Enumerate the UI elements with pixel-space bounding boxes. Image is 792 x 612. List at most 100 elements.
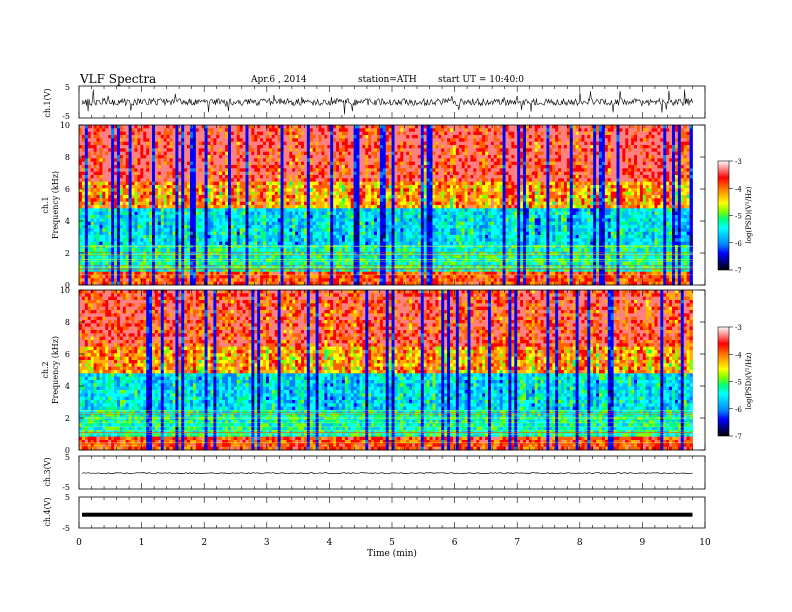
spectrogram-cell [610, 178, 614, 183]
spectrogram-cell [125, 131, 130, 136]
spectrogram-cell [636, 175, 641, 179]
spectrogram-cell [321, 131, 325, 136]
spectrogram-cell [502, 125, 506, 129]
spectrogram-cell [423, 158, 428, 163]
spectrogram-cell [388, 155, 392, 159]
spectrogram-cell [303, 161, 308, 166]
spectrogram-cell [683, 128, 688, 133]
spectrogram-cell [324, 201, 328, 206]
spectrogram-cell [441, 181, 445, 186]
spectrogram-cell [298, 181, 302, 186]
spectrogram-cell [441, 191, 445, 196]
spectrogram-cell [467, 198, 471, 203]
spectrogram-cell [324, 141, 328, 146]
spectrogram-cell [689, 141, 693, 146]
spectrogram-cell [265, 148, 270, 153]
spectrogram-cell [245, 175, 249, 179]
spectrogram-cell [114, 151, 118, 156]
spectrogram-cell [347, 165, 352, 169]
spectrogram-cell [283, 151, 287, 156]
spectrogram-cell [339, 175, 343, 179]
spectrogram-cell [444, 165, 448, 169]
spectrogram-cell [152, 161, 156, 166]
spectrogram-cell [376, 151, 381, 156]
spectrogram-cell [257, 175, 261, 179]
spectrogram-cell [204, 138, 208, 143]
spectrogram-cell [461, 161, 466, 166]
spectrogram-cell [303, 188, 308, 193]
spectrogram-cell [505, 131, 509, 136]
spectrogram-cell [663, 188, 667, 193]
spectrogram-cell [628, 158, 632, 163]
spectrogram-cell [181, 138, 185, 143]
spectrogram-cell [93, 141, 97, 146]
spectrogram-cell [622, 188, 626, 193]
spectrogram-cell [254, 175, 258, 179]
spectrogram-cell [371, 151, 375, 156]
spectrogram-cell [347, 198, 352, 203]
spectrogram-cell [619, 128, 623, 133]
spectrogram-cell [265, 158, 270, 163]
spectrogram-cell [295, 185, 299, 189]
spectrogram-cell [467, 155, 471, 159]
spectrogram-cell [584, 135, 588, 139]
spectrogram-cell [210, 168, 214, 173]
spectrogram-cell [254, 191, 258, 196]
spectrogram-cell [149, 151, 153, 156]
spectrogram-cell [315, 175, 319, 179]
spectrogram-cell [245, 171, 249, 176]
spectrogram-cell [303, 195, 308, 199]
spectrogram-cell [283, 175, 287, 179]
spectrogram-cell [552, 155, 556, 159]
spectrogram-cell [537, 138, 541, 143]
spectrogram-cell [414, 151, 419, 156]
spectrogram-cell [584, 168, 588, 173]
spectrogram-cell [496, 141, 501, 146]
spectrogram-cell [368, 178, 372, 183]
spectrogram-cell [636, 195, 641, 199]
spectrogram-cell [616, 135, 620, 139]
spectrogram-cell [242, 145, 246, 149]
spectrogram-cell [563, 198, 568, 203]
spectrogram-cell [674, 188, 679, 193]
spectrogram-cell [666, 131, 670, 136]
spectrogram-cell [330, 181, 334, 186]
spectrogram-cell [525, 161, 530, 166]
spectrogram-cell [625, 125, 629, 129]
spectrogram-cell [90, 195, 95, 199]
spectrogram-cell [154, 195, 159, 199]
spectrogram-cell [438, 131, 442, 136]
spectrogram-cell [674, 148, 679, 153]
spectrogram-cell [616, 151, 620, 156]
spectrogram-cell [572, 141, 577, 146]
spectrogram-cell [362, 171, 366, 176]
spectrogram-cell [265, 185, 270, 189]
spectrogram-cell [137, 131, 141, 136]
spectrogram-cell [400, 191, 404, 196]
spectrogram-cell [137, 168, 141, 173]
spectrogram-cell [327, 165, 331, 169]
spectrogram-cell [239, 171, 243, 176]
spectrogram-cell [242, 181, 246, 186]
spectrogram-cell [558, 161, 562, 166]
spectrogram-cell [254, 198, 258, 203]
spectrogram-cell [84, 175, 89, 179]
spectrogram-cell [561, 195, 565, 199]
spectrogram-cell [639, 188, 644, 193]
spectrogram-cell [181, 201, 185, 206]
spectrogram-cell [528, 175, 533, 179]
spectrogram-cell [636, 141, 641, 146]
spectrogram-cell [628, 198, 632, 203]
spectrogram-cell [528, 125, 533, 129]
spectrogram-cell [572, 195, 577, 199]
spectrogram-cell [631, 178, 635, 183]
spectrogram-cell [511, 131, 515, 136]
spectrogram-cell [435, 125, 439, 129]
spectrogram-cell [505, 161, 509, 166]
spectrogram-cell [400, 151, 404, 156]
spectrogram-cell [666, 188, 670, 193]
spectrogram-cell [639, 195, 644, 199]
spectrogram-cell [563, 135, 568, 139]
spectrogram-cell [552, 141, 556, 146]
spectrogram-cell [543, 161, 547, 166]
